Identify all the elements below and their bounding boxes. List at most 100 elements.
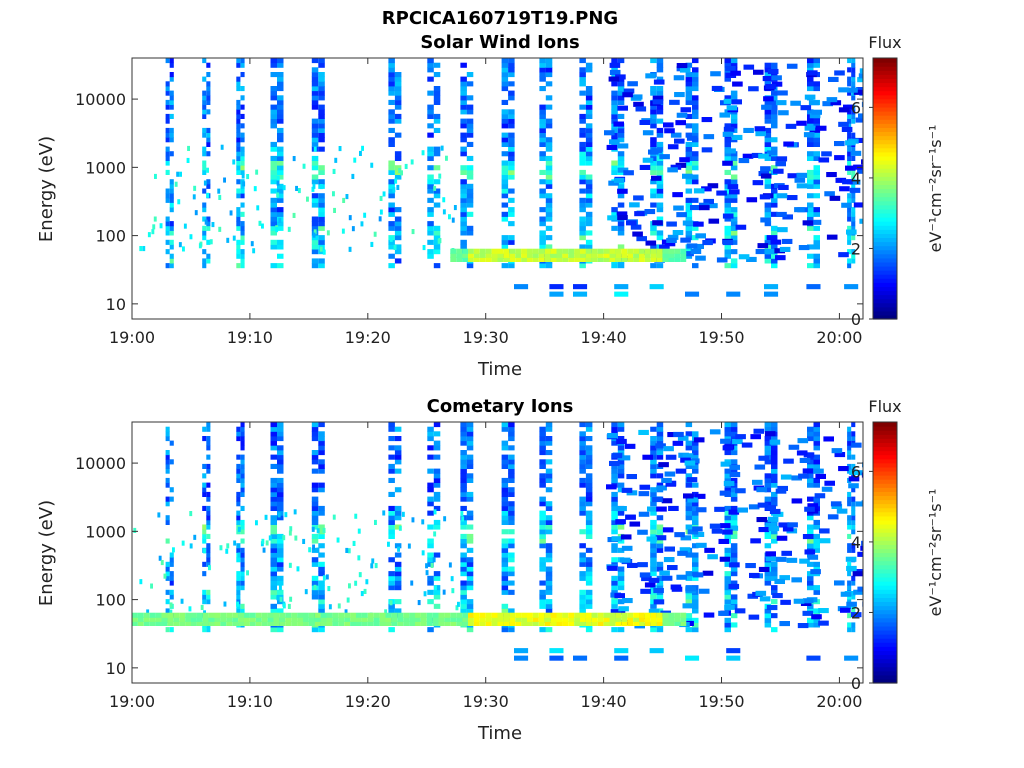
heatmap-cell bbox=[617, 487, 625, 493]
heatmap-cell bbox=[202, 76, 207, 82]
heatmap-cell bbox=[501, 160, 509, 166]
heatmap-cell bbox=[611, 453, 622, 459]
heatmap-cell bbox=[240, 575, 245, 581]
heatmap-cell bbox=[229, 210, 233, 216]
heatmap-cell bbox=[611, 118, 618, 124]
heatmap-cell bbox=[311, 575, 319, 581]
heatmap-cell bbox=[277, 109, 284, 115]
heatmap-cell bbox=[460, 86, 467, 92]
heatmap-cell bbox=[813, 183, 820, 189]
heatmap-cell bbox=[731, 134, 743, 140]
heatmap-cell bbox=[183, 223, 187, 229]
heatmap-cell bbox=[685, 510, 693, 516]
heatmap-cell bbox=[240, 566, 245, 572]
heatmap-cell bbox=[501, 188, 509, 194]
heatmap-cell bbox=[727, 184, 739, 190]
heatmap-cell bbox=[394, 571, 402, 577]
heatmap-cell bbox=[617, 627, 625, 633]
heatmap-cell bbox=[240, 104, 245, 110]
heatmap-cell bbox=[807, 431, 814, 437]
heatmap-cell bbox=[579, 151, 586, 157]
heatmap-cell bbox=[223, 601, 227, 607]
heatmap-cell bbox=[236, 221, 241, 227]
heatmap-cell bbox=[550, 256, 557, 262]
heatmap-cell bbox=[702, 240, 713, 246]
heatmap-cell bbox=[202, 491, 207, 497]
heatmap-cell bbox=[730, 477, 738, 483]
heatmap-cell bbox=[466, 95, 474, 101]
heatmap-cell bbox=[460, 491, 467, 497]
heatmap-cell bbox=[813, 589, 820, 595]
heatmap-cell bbox=[735, 488, 746, 494]
heatmap-cell bbox=[277, 575, 284, 581]
heatmap-cell bbox=[237, 552, 241, 558]
heatmap-cell bbox=[752, 180, 764, 186]
heatmap-cell bbox=[223, 177, 226, 183]
heatmap-cell bbox=[497, 256, 504, 262]
heatmap-cell bbox=[318, 113, 325, 119]
heatmap-cell bbox=[644, 248, 651, 254]
heatmap-cell bbox=[611, 505, 618, 511]
heatmap-cell bbox=[479, 616, 486, 622]
colorbar-swatch bbox=[873, 86, 897, 92]
heatmap-cell bbox=[847, 468, 852, 474]
heatmap-cell bbox=[155, 616, 162, 622]
heatmap-cell bbox=[508, 235, 515, 241]
heatmap-cell bbox=[240, 137, 245, 143]
heatmap-cell bbox=[656, 252, 663, 258]
heatmap-cell bbox=[611, 90, 618, 96]
heatmap-cell bbox=[617, 81, 625, 87]
heatmap-cell bbox=[508, 109, 515, 115]
heatmap-cell bbox=[165, 431, 170, 437]
heatmap-cell bbox=[857, 77, 863, 83]
heatmap-cell bbox=[169, 239, 174, 245]
heatmap-cell bbox=[724, 450, 731, 456]
heatmap-cell bbox=[585, 230, 593, 236]
heatmap-cell bbox=[666, 237, 677, 243]
heatmap-cell bbox=[807, 70, 818, 76]
heatmap-cell bbox=[724, 533, 731, 539]
heatmap-cell bbox=[644, 620, 651, 626]
heatmap-cell bbox=[236, 62, 241, 68]
heatmap-cell bbox=[857, 168, 863, 174]
heatmap-cell bbox=[730, 552, 738, 558]
heatmap-cell bbox=[433, 72, 441, 78]
heatmap-cell bbox=[189, 511, 193, 517]
heatmap-cell bbox=[444, 620, 451, 626]
heatmap-cell bbox=[165, 151, 170, 157]
heatmap-cell bbox=[388, 263, 395, 269]
heatmap-cell bbox=[394, 207, 402, 213]
heatmap-cell bbox=[501, 244, 509, 250]
heatmap-cell bbox=[270, 519, 277, 525]
heatmap-cell bbox=[311, 436, 319, 442]
heatmap-cell bbox=[656, 431, 664, 437]
heatmap-cell bbox=[509, 616, 516, 622]
heatmap-cell bbox=[771, 529, 778, 535]
heatmap-cell bbox=[680, 248, 687, 254]
heatmap-cell bbox=[460, 538, 467, 544]
heatmap-cell bbox=[579, 477, 586, 483]
colorbar-swatch bbox=[873, 576, 897, 582]
heatmap-cell bbox=[538, 620, 545, 626]
heatmap-cell bbox=[277, 454, 284, 460]
heatmap-cell bbox=[724, 95, 731, 101]
heatmap-cell bbox=[730, 547, 738, 553]
heatmap-cell bbox=[185, 612, 191, 618]
heatmap-cell bbox=[617, 244, 625, 250]
heatmap-cell bbox=[627, 256, 634, 262]
heatmap-cell bbox=[579, 459, 586, 465]
heatmap-cell bbox=[797, 623, 809, 629]
heatmap-cell bbox=[692, 594, 699, 600]
heatmap-cell bbox=[388, 225, 395, 231]
heatmap-cell bbox=[193, 534, 197, 540]
heatmap-cell bbox=[585, 612, 592, 618]
heatmap-cell bbox=[585, 491, 593, 497]
heatmap-cell bbox=[579, 496, 586, 502]
heatmap-cell bbox=[562, 248, 569, 254]
heatmap-cell bbox=[388, 627, 395, 633]
heatmap-cell bbox=[544, 616, 551, 622]
heatmap-cell bbox=[545, 193, 553, 199]
heatmap-cell bbox=[460, 436, 467, 442]
heatmap-cell bbox=[527, 252, 533, 258]
heatmap-cell bbox=[460, 179, 467, 185]
